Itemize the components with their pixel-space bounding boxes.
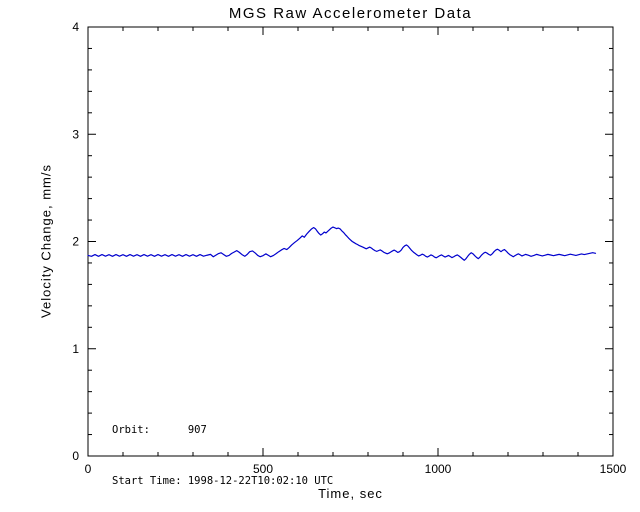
y-axis-label: Velocity Change, mm/s — [38, 164, 54, 318]
data-series — [87, 226, 597, 261]
x-axis-label: Time, sec — [318, 486, 383, 501]
y-tick-label: 0 — [72, 449, 79, 463]
x-axis-ticks — [87, 27, 614, 456]
y-axis-ticks — [88, 26, 613, 457]
x-tick-label: 500 — [253, 462, 273, 476]
y-tick-label: 1 — [72, 342, 79, 356]
x-axis-tick-labels: 0 500 1000 1500 — [85, 462, 627, 476]
annotation-block: Orbit: 907 Start Time: 1998-12-22T10:02:… — [112, 388, 333, 512]
y-tick-label: 3 — [72, 127, 79, 141]
chart-title: MGS Raw Accelerometer Data — [228, 5, 473, 22]
annotation-orbit: Orbit: 907 — [112, 424, 207, 436]
velocity-change-line — [87, 226, 597, 261]
y-axis-tick-labels: 0 1 2 3 4 — [72, 20, 79, 463]
y-tick-label: 4 — [72, 20, 79, 34]
x-tick-label: 0 — [85, 462, 92, 476]
x-tick-label: 1000 — [425, 462, 452, 476]
y-tick-label: 2 — [72, 235, 79, 249]
x-tick-label: 1500 — [600, 462, 627, 476]
annotation-start-time: Start Time: 1998-12-22T10:02:10 UTC — [112, 475, 334, 487]
